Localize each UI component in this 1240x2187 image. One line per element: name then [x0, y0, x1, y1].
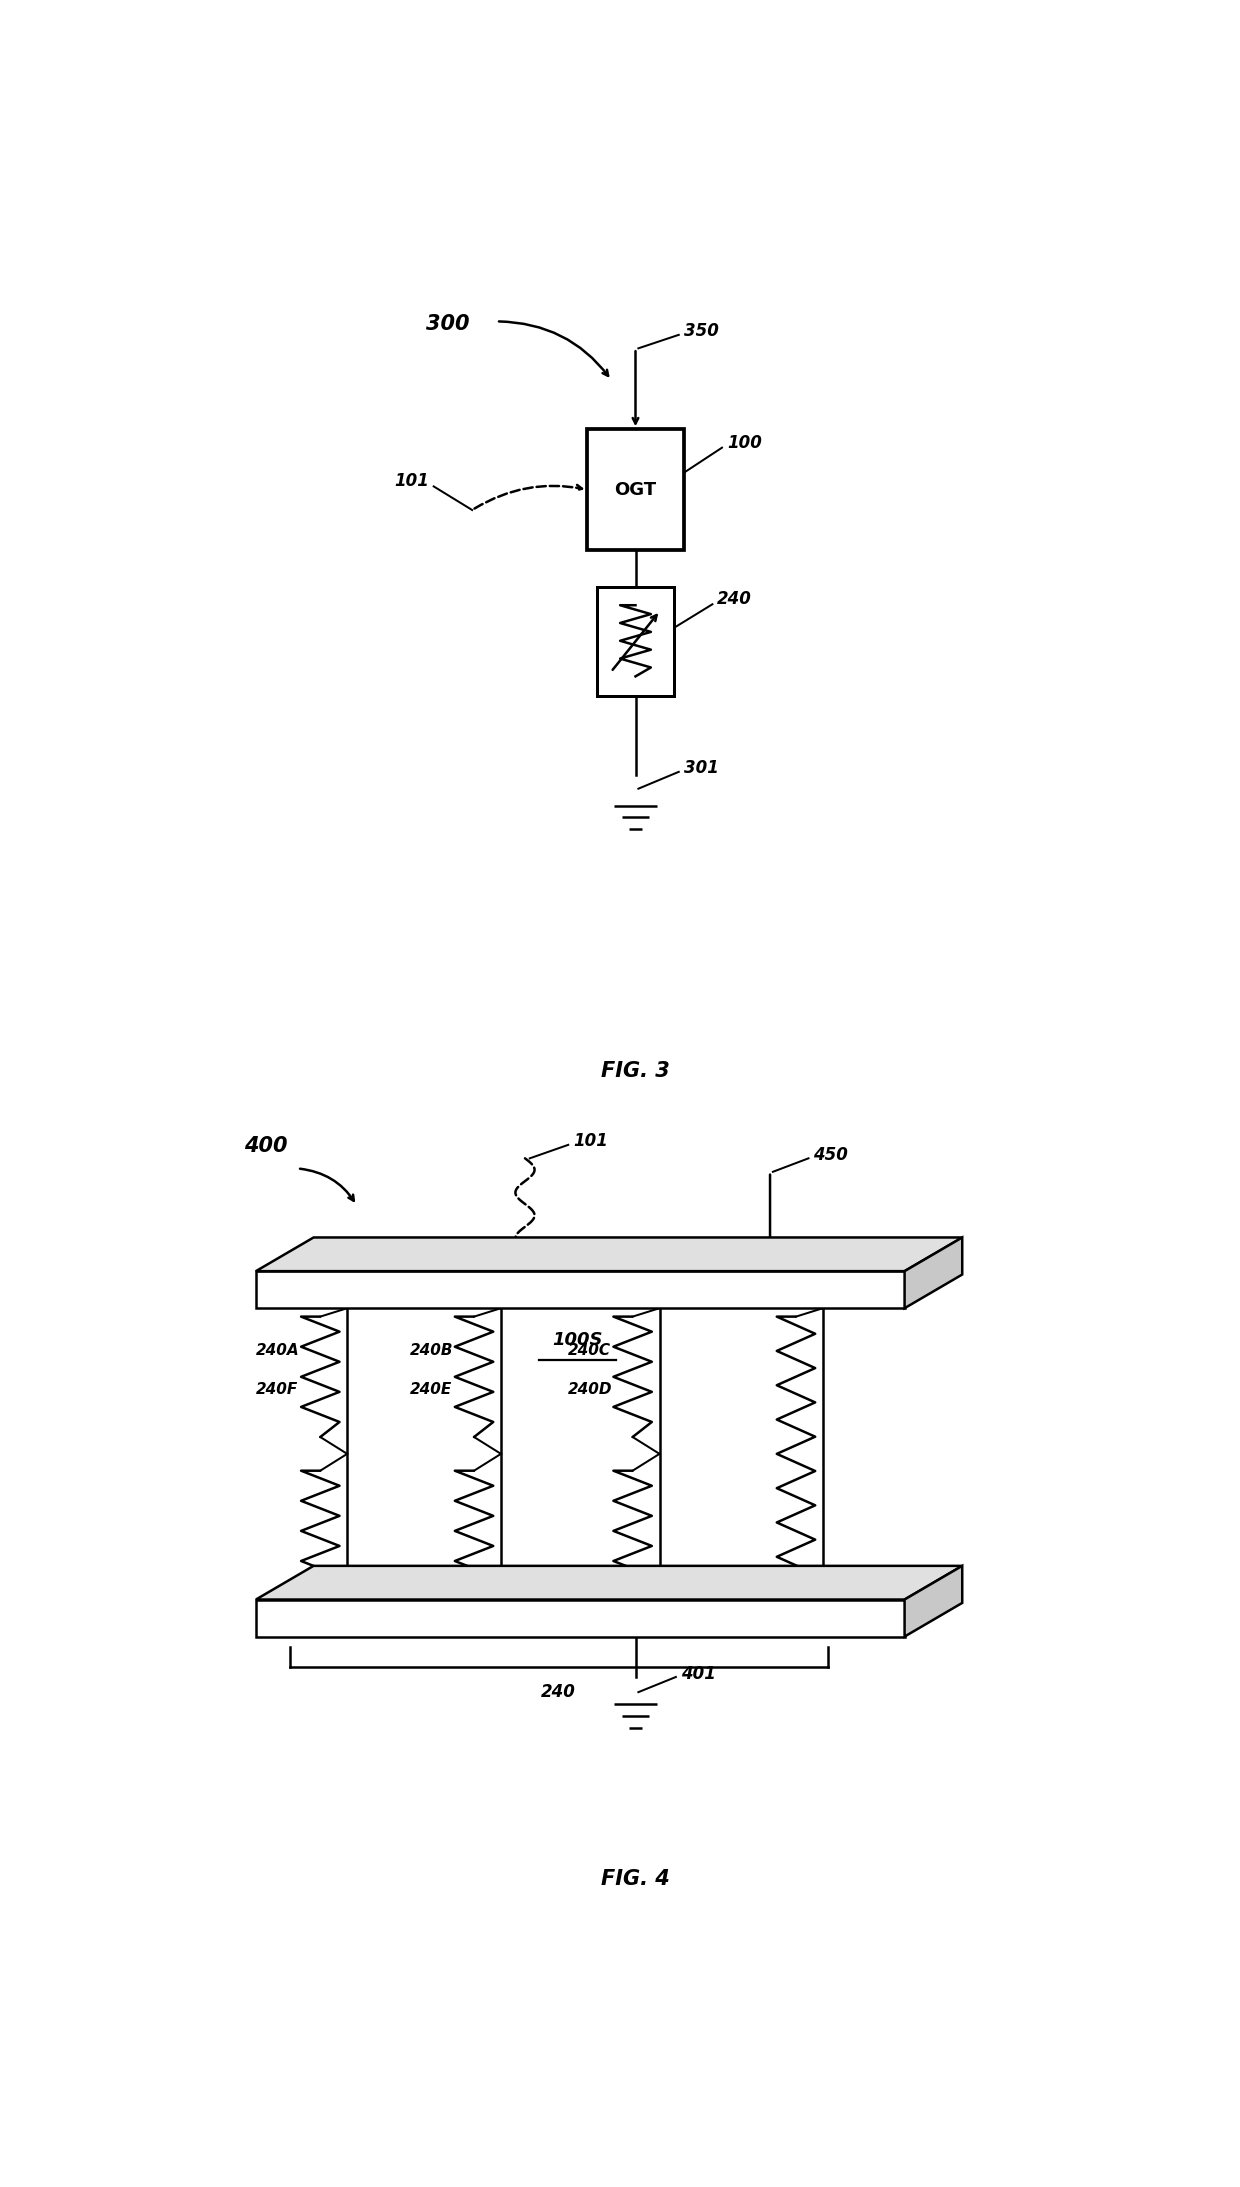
- Text: FIG. 4: FIG. 4: [601, 1870, 670, 1890]
- Text: 350: 350: [683, 321, 718, 341]
- Text: 101: 101: [573, 1133, 608, 1150]
- Text: 100: 100: [727, 433, 761, 453]
- Text: 101: 101: [394, 472, 429, 490]
- Text: 240D: 240D: [568, 1382, 613, 1397]
- Text: 240B: 240B: [409, 1343, 453, 1358]
- Text: 401: 401: [681, 1664, 715, 1682]
- Text: 400: 400: [244, 1135, 288, 1155]
- Text: OGT: OGT: [615, 481, 656, 499]
- Text: 301: 301: [683, 759, 718, 779]
- Text: 100S: 100S: [553, 1332, 603, 1349]
- Text: FIG. 3: FIG. 3: [601, 1061, 670, 1080]
- Text: 450: 450: [813, 1146, 848, 1163]
- Text: 240E: 240E: [409, 1382, 451, 1397]
- Polygon shape: [255, 1599, 905, 1636]
- Polygon shape: [905, 1566, 962, 1636]
- Text: 240C: 240C: [568, 1343, 611, 1358]
- Text: 240F: 240F: [255, 1382, 298, 1397]
- Text: 240: 240: [541, 1684, 577, 1701]
- Polygon shape: [255, 1271, 905, 1308]
- Polygon shape: [905, 1238, 962, 1308]
- Text: 300: 300: [427, 313, 470, 335]
- Bar: [596, 586, 675, 695]
- Polygon shape: [255, 1238, 962, 1271]
- Text: 240A: 240A: [255, 1343, 300, 1358]
- Bar: [588, 429, 683, 551]
- Polygon shape: [255, 1566, 962, 1599]
- Text: 240: 240: [717, 590, 751, 608]
